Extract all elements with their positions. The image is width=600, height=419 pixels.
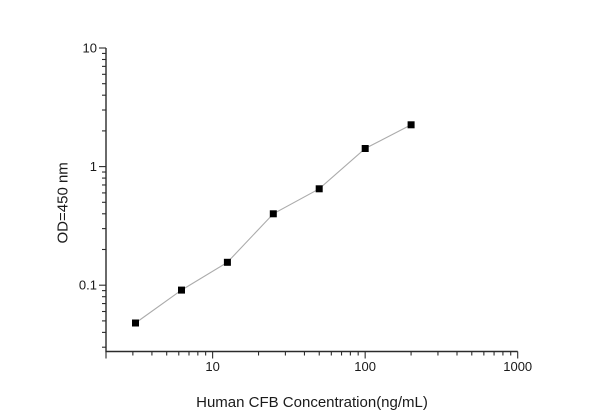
y-tick-label: 1 [90, 159, 97, 174]
data-point-marker [269, 210, 277, 218]
x-tick-label: 1000 [503, 359, 532, 374]
tick-labels: 10 100 1000 0.1 1 10 [79, 41, 532, 374]
series-line [135, 124, 412, 324]
data-point-marker [178, 286, 185, 294]
x-axis-title: Human CFB Concentration(ng/mL) [196, 394, 428, 411]
tick-marks [99, 47, 519, 359]
y-axis-title: OD=450 nm [54, 162, 72, 244]
y-tick-label: 0.1 [79, 278, 97, 293]
data-point-marker [223, 258, 231, 266]
x-tick-label: 10 [205, 359, 219, 374]
data-point-marker [132, 319, 139, 327]
data-point-marker [361, 145, 369, 152]
data-point-marker [315, 185, 323, 193]
data-point-marker [407, 121, 415, 129]
x-tick-label: 100 [354, 359, 376, 374]
y-tick-label: 10 [83, 41, 97, 56]
axis-lines [105, 48, 518, 353]
